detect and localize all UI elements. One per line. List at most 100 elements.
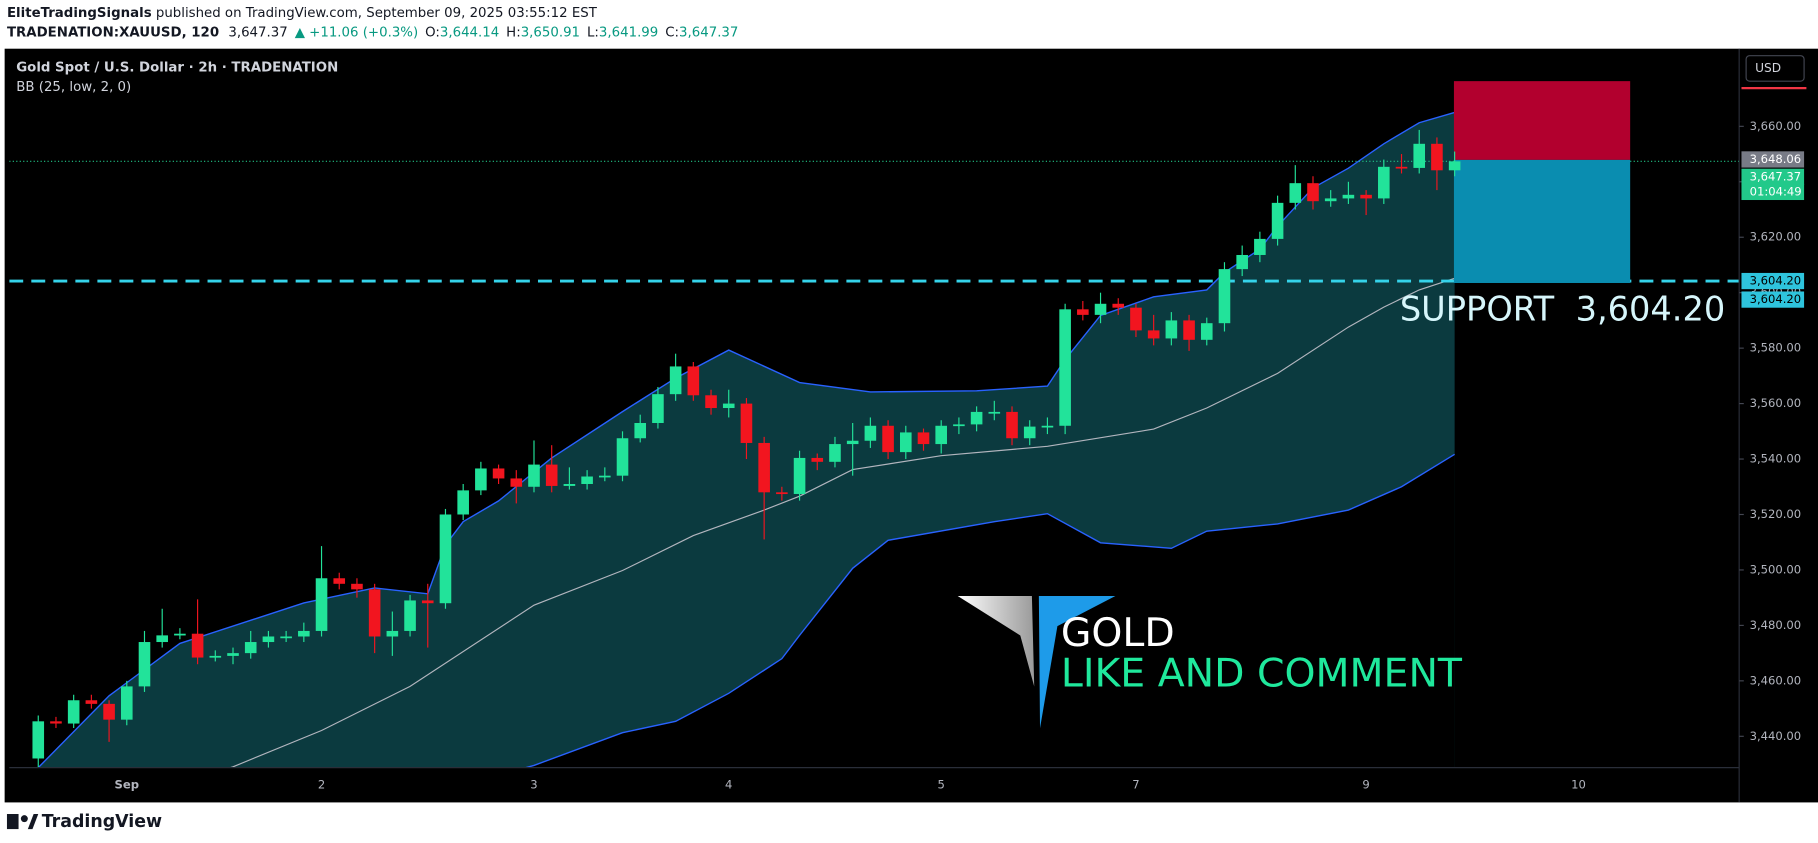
- countdown: 01:04:49: [1750, 184, 1802, 198]
- candle-body: [368, 589, 381, 637]
- candle-body: [475, 468, 487, 491]
- ohlc-key: H:: [506, 25, 521, 40]
- candle-body: [1271, 202, 1284, 239]
- candle-body: [1289, 183, 1302, 203]
- candle-body: [351, 583, 363, 590]
- candle-body: [386, 630, 399, 637]
- candle-body: [262, 636, 275, 643]
- candle-body: [793, 457, 806, 494]
- support-label: SUPPORT 3,604.20: [1400, 290, 1725, 329]
- candle-body: [280, 636, 292, 639]
- currency-label: USD: [1755, 61, 1781, 75]
- y-tick-label: 3,520.00: [1750, 507, 1802, 521]
- candle-body: [669, 366, 682, 395]
- currency-button[interactable]: [1745, 55, 1805, 82]
- candle-body: [899, 432, 912, 453]
- footer-logo-dot: [20, 815, 28, 823]
- candle-body: [67, 700, 80, 724]
- candle-body: [174, 633, 186, 636]
- y-tick-label: 3,560.00: [1750, 396, 1802, 410]
- candle-body: [705, 395, 717, 409]
- price-tag-label: 3,647.37: [1750, 169, 1802, 183]
- candle-body: [970, 411, 983, 425]
- candle-body: [1077, 309, 1089, 315]
- footer-logo-slash: [27, 814, 39, 830]
- candle-body: [510, 478, 523, 487]
- x-tick-label: 10: [1571, 778, 1586, 792]
- price-tag: [1741, 168, 1805, 185]
- y-tick-label: 3,540.00: [1750, 452, 1802, 466]
- candle-body: [687, 366, 700, 396]
- target-zone: [1453, 159, 1631, 283]
- candle-body: [563, 483, 576, 486]
- ohlc-key: L:: [587, 25, 599, 40]
- candle-body: [209, 655, 222, 658]
- candle-body: [333, 578, 346, 584]
- price-tag: [1741, 291, 1805, 308]
- candle-body: [1413, 143, 1426, 168]
- price-tag-label: 3,604.20: [1750, 274, 1802, 288]
- candle-body: [1254, 238, 1266, 255]
- candle-body: [120, 686, 133, 720]
- candle-body: [85, 700, 98, 704]
- candle-body: [421, 600, 434, 604]
- logo-right: [1038, 596, 1116, 729]
- candle-body: [457, 490, 469, 515]
- candle-body: [1324, 198, 1337, 202]
- axes: 3,440.00 3,460.00 3,480.00 3,500.00 3,520.00…: [115, 119, 1805, 792]
- candle-body: [882, 425, 894, 453]
- countdown-bg: [1741, 183, 1805, 201]
- ohlc-key: C:: [665, 25, 679, 40]
- candle-body: [298, 630, 310, 637]
- bb-upper-line: [37, 111, 1455, 768]
- logo-left: [957, 596, 1035, 687]
- candle-body: [545, 464, 558, 486]
- candle-body: [1041, 425, 1054, 428]
- candle-body: [227, 653, 239, 656]
- ohlc-key: O:: [425, 25, 440, 40]
- candle-body: [935, 425, 947, 445]
- candle-body: [1307, 183, 1319, 202]
- x-tick-label: Sep: [115, 778, 139, 792]
- candle-body: [404, 600, 416, 631]
- ohlc-value: 3,641.99: [599, 25, 658, 40]
- y-tick-label: 3,500.00: [1750, 562, 1802, 576]
- logo: GOLD LIKE AND COMMENT: [957, 596, 1463, 729]
- candle-body: [1360, 194, 1372, 199]
- candle-body: [1448, 161, 1461, 171]
- y-tick-label: 3,620.00: [1750, 230, 1802, 244]
- y-tick-label: 3,480.00: [1750, 618, 1802, 632]
- candle-body: [244, 642, 257, 654]
- candle-body: [634, 422, 647, 439]
- candle-body: [1342, 194, 1355, 199]
- published-info: published on TradingView.com, September …: [152, 6, 598, 21]
- candle-body: [492, 468, 505, 479]
- instrument-legend: Gold Spot / U.S. Dollar · 2h · TRADENATI…: [16, 60, 338, 75]
- change: ▲ +11.06 (+0.3%): [295, 25, 418, 40]
- candle-body: [846, 440, 859, 445]
- candle-body: [722, 403, 735, 409]
- candle-body: [1165, 320, 1178, 339]
- symbol-line: TRADENATION:XAUUSD, 120 3,647.37 ▲ +11.06 …: [7, 25, 738, 40]
- indicator-legend: BB (25, low, 2, 0): [16, 80, 131, 95]
- candle-body: [953, 424, 965, 427]
- ohlc-value: 3,647.37: [679, 25, 738, 40]
- candle-body: [1200, 323, 1213, 340]
- y-tick-label: 3,580.00: [1750, 341, 1802, 355]
- candle-body: [1218, 269, 1231, 324]
- price-tag-label: 3,604.20: [1750, 292, 1802, 306]
- candle-body: [1112, 303, 1125, 308]
- candle-body: [1378, 166, 1390, 199]
- price-tag: [1741, 272, 1805, 290]
- plot: SUPPORT 3,604.20: [9, 81, 1740, 768]
- candle-body: [1059, 309, 1071, 426]
- candle-body: [864, 425, 877, 441]
- candle-body: [1006, 411, 1018, 439]
- y-tick-label: 3,660.00: [1750, 119, 1802, 133]
- price: 3,647.37: [228, 25, 287, 40]
- candle-body: [776, 492, 788, 495]
- candle-body: [1130, 307, 1142, 331]
- candle-body: [1094, 303, 1107, 315]
- candle-body: [988, 411, 1001, 414]
- symbol: TRADENATION:XAUUSD, 120: [7, 25, 219, 40]
